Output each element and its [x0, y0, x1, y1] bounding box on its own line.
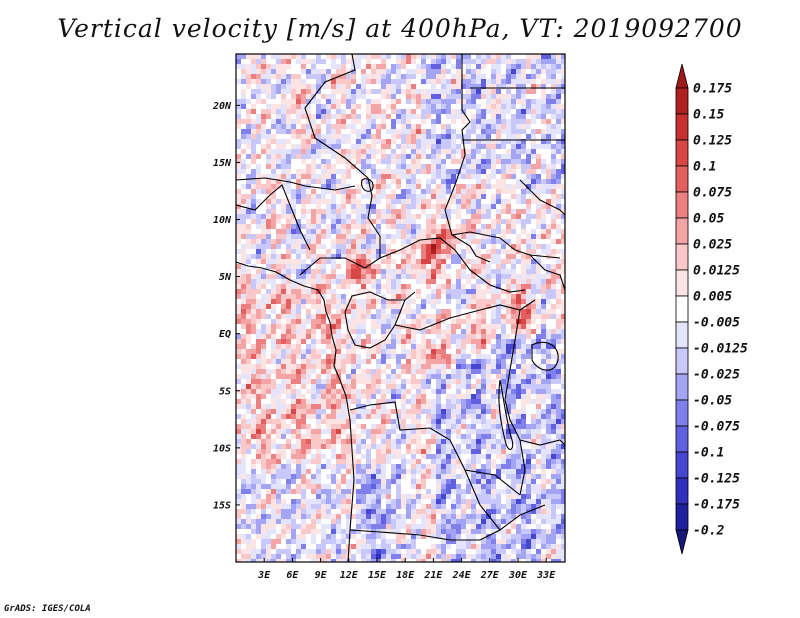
border-zambia [464, 469, 501, 531]
lat-label: 5S [219, 386, 231, 397]
colorbar-label: 0.15 [693, 108, 724, 123]
lat-label: EQ [219, 329, 231, 340]
border-cameroon [344, 291, 416, 313]
colorbar-label: -0.005 [693, 316, 740, 331]
longitude-labels: 3E 6E 9E 12E 15E 18E 21E 24E 27E 30E 33E [257, 558, 556, 581]
map-frame [235, 53, 566, 563]
colorbar [675, 63, 689, 555]
border-drc-south [349, 401, 521, 496]
colorbar-segment [675, 165, 689, 193]
lon-label: 12E [340, 570, 359, 581]
colorbar-segment [675, 113, 689, 141]
colorbar-label: 0.025 [693, 238, 732, 253]
lon-label: 33E [536, 570, 556, 581]
border-angola [349, 504, 546, 541]
colorbar-segment [675, 87, 689, 115]
coastline-west-africa [236, 261, 355, 562]
map-title: Vertical velocity [m/s] at 400hPa, VT: 2… [57, 14, 743, 43]
border-niger-mali [236, 177, 356, 191]
border-nigeria [299, 257, 381, 276]
lon-label: 21E [423, 570, 443, 581]
lat-label: 20N [212, 101, 232, 112]
colorbar-segment [675, 217, 689, 245]
lat-label: 10S [213, 443, 231, 454]
colorbar-segment [675, 373, 689, 401]
colorbar-label: -0.175 [693, 498, 740, 513]
lat-label: 5N [219, 272, 232, 283]
colorbar-segment [675, 321, 689, 349]
colorbar-label: -0.05 [693, 394, 732, 409]
colorbar-label: 0.0125 [693, 264, 740, 279]
footer-credit: GrADS: IGES/COLA [4, 604, 91, 614]
colorbar-segment [675, 451, 689, 479]
colorbar-segment [675, 269, 689, 297]
colorbar-top-arrow [675, 63, 689, 89]
lon-label: 3E [257, 570, 271, 581]
colorbar-label: -0.0125 [693, 342, 748, 357]
border-west [236, 184, 311, 251]
colorbar-segment [675, 243, 689, 271]
colorbar-label: 0.125 [693, 134, 732, 149]
colorbar-label: -0.2 [693, 524, 724, 539]
lon-label: 24E [452, 570, 472, 581]
lon-label: 18E [396, 570, 415, 581]
border-drc-east [504, 309, 526, 496]
lat-label: 10N [213, 215, 232, 226]
colorbar-segment [675, 191, 689, 219]
colorbar-label: -0.125 [693, 472, 740, 487]
border-libya-egypt [444, 54, 491, 263]
lat-label: 15N [213, 158, 232, 169]
lake-victoria [531, 341, 559, 371]
colorbar-segment [675, 399, 689, 427]
colorbar-label: -0.075 [693, 420, 740, 435]
lake-chad [361, 178, 374, 192]
colorbar-segment [675, 295, 689, 323]
lon-label: 6E [286, 570, 299, 581]
border-car [379, 237, 526, 293]
latitude-labels: 20N 15N 10N 5N EQ 5S 10S 15S [212, 101, 240, 511]
border-tanzania [519, 439, 565, 446]
colorbar-segment [675, 477, 689, 505]
colorbar-label: 0.1 [693, 160, 716, 175]
border-chad-niger [304, 54, 381, 258]
colorbar-label: 0.175 [693, 82, 732, 97]
colorbar-labels: 0.175 0.15 0.125 0.1 0.075 0.05 0.025 0.0125 0.0… [693, 82, 748, 539]
colorbar-label: -0.1 [693, 446, 724, 461]
border-east [519, 179, 565, 216]
colorbar-label: 0.05 [693, 212, 724, 227]
lat-label: 15S [213, 500, 231, 511]
colorbar-label: 0.075 [693, 186, 732, 201]
colorbar-segment [675, 139, 689, 167]
colorbar-segment [675, 503, 689, 531]
colorbar-segment [675, 347, 689, 375]
border-sudan-south [451, 231, 561, 259]
lon-label: 27E [480, 570, 500, 581]
colorbar-segment [675, 425, 689, 453]
lon-label: 15E [368, 570, 387, 581]
country-borders [236, 54, 565, 562]
velocity-field [236, 54, 565, 562]
lon-label: 9E [315, 570, 328, 581]
colorbar-label: 0.005 [693, 290, 732, 305]
border-kenya [529, 254, 565, 291]
colorbar-label: -0.025 [693, 368, 740, 383]
colorbar-bottom-arrow [675, 529, 689, 555]
lake-tanganyika [498, 379, 514, 450]
lon-label: 30E [508, 570, 528, 581]
